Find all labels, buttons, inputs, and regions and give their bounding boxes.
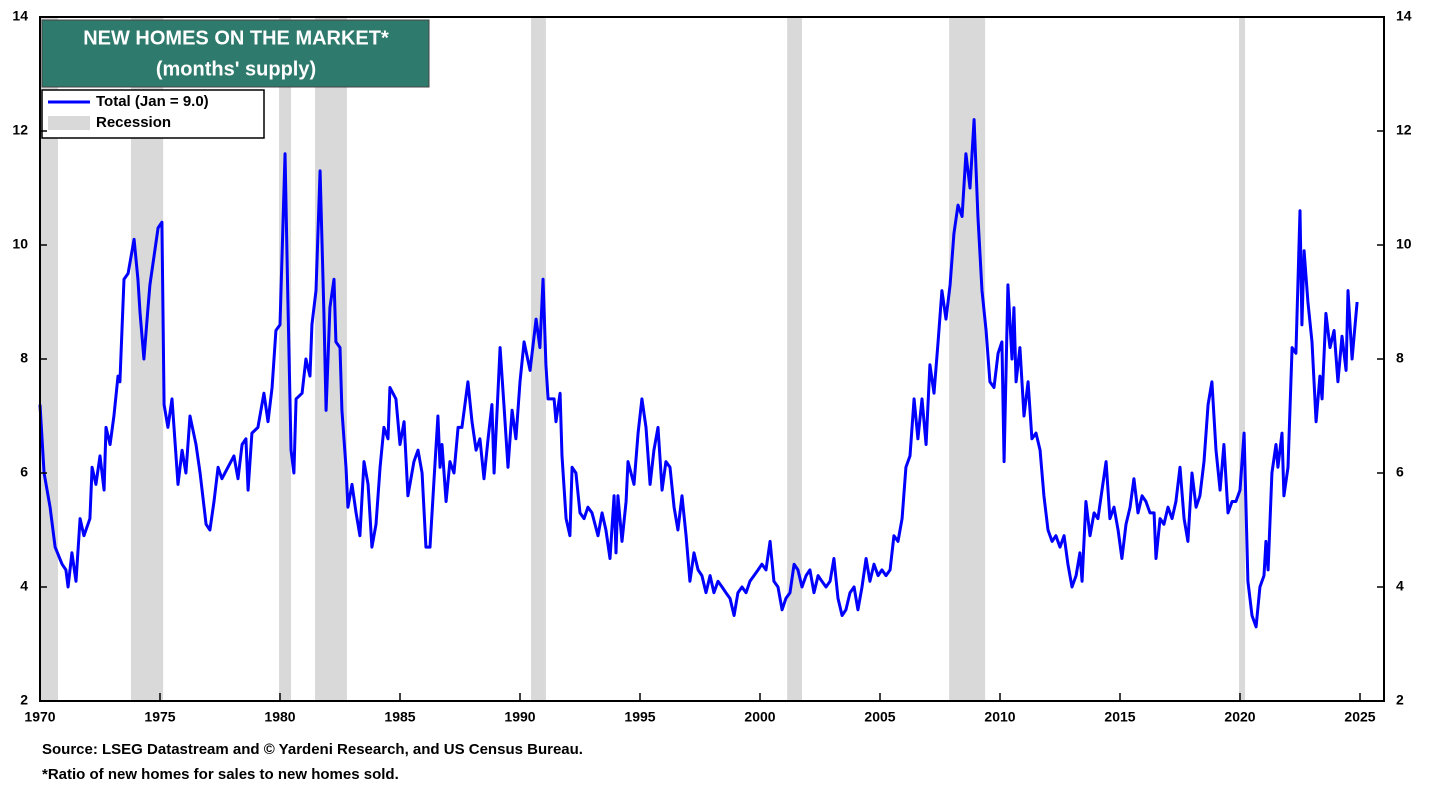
y-tick-label: 14 <box>12 8 28 24</box>
title-box <box>41 19 430 88</box>
x-tick-label: 2000 <box>744 709 775 725</box>
x-tick-label: 2020 <box>1224 709 1255 725</box>
y2-tick-label: 6 <box>1396 464 1404 480</box>
plot-layer <box>38 118 1359 629</box>
y2-tick-label: 12 <box>1396 122 1412 138</box>
x-tick-label: 2025 <box>1344 709 1375 725</box>
x-tick-label: 1995 <box>624 709 655 725</box>
source-note: Source: LSEG Datastream and © Yardeni Re… <box>42 741 583 758</box>
y-tick-label: 10 <box>12 236 28 252</box>
y-tick-label: 2 <box>20 692 28 708</box>
legend-label: Total (Jan = 9.0) <box>96 93 209 110</box>
recession-band <box>315 17 347 701</box>
recession-band <box>949 17 986 701</box>
legend-swatch <box>48 116 90 130</box>
recession-layer <box>40 17 1246 701</box>
y-tick-label: 8 <box>20 350 28 366</box>
footnote: *Ratio of new homes for sales to new hom… <box>42 766 399 783</box>
legend-label: Recession <box>96 114 171 131</box>
y2-tick-label: 4 <box>1396 578 1404 594</box>
chart-subtitle: (months' supply) <box>156 58 316 80</box>
x-tick-label: 1980 <box>264 709 295 725</box>
y2-tick-label: 10 <box>1396 236 1412 252</box>
y-tick-label: 4 <box>20 578 28 594</box>
x-tick-label: 2015 <box>1104 709 1135 725</box>
y2-tick-label: 8 <box>1396 350 1404 366</box>
y-tick-label: 6 <box>20 464 28 480</box>
series-line <box>38 118 1359 629</box>
recession-band <box>787 17 802 701</box>
x-tick-label: 1990 <box>504 709 535 725</box>
recession-band <box>1239 17 1246 701</box>
y2-tick-label: 2 <box>1396 692 1404 708</box>
recession-band <box>531 17 546 701</box>
recession-band <box>279 17 292 701</box>
y2-tick-label: 14 <box>1396 8 1412 24</box>
chart-title: NEW HOMES ON THE MARKET* <box>83 27 389 49</box>
x-tick-label: 2010 <box>984 709 1015 725</box>
x-tick-label: 2005 <box>864 709 895 725</box>
y-tick-label: 12 <box>12 122 28 138</box>
x-tick-label: 1985 <box>384 709 415 725</box>
x-tick-label: 1975 <box>144 709 175 725</box>
x-tick-label: 1970 <box>24 709 55 725</box>
